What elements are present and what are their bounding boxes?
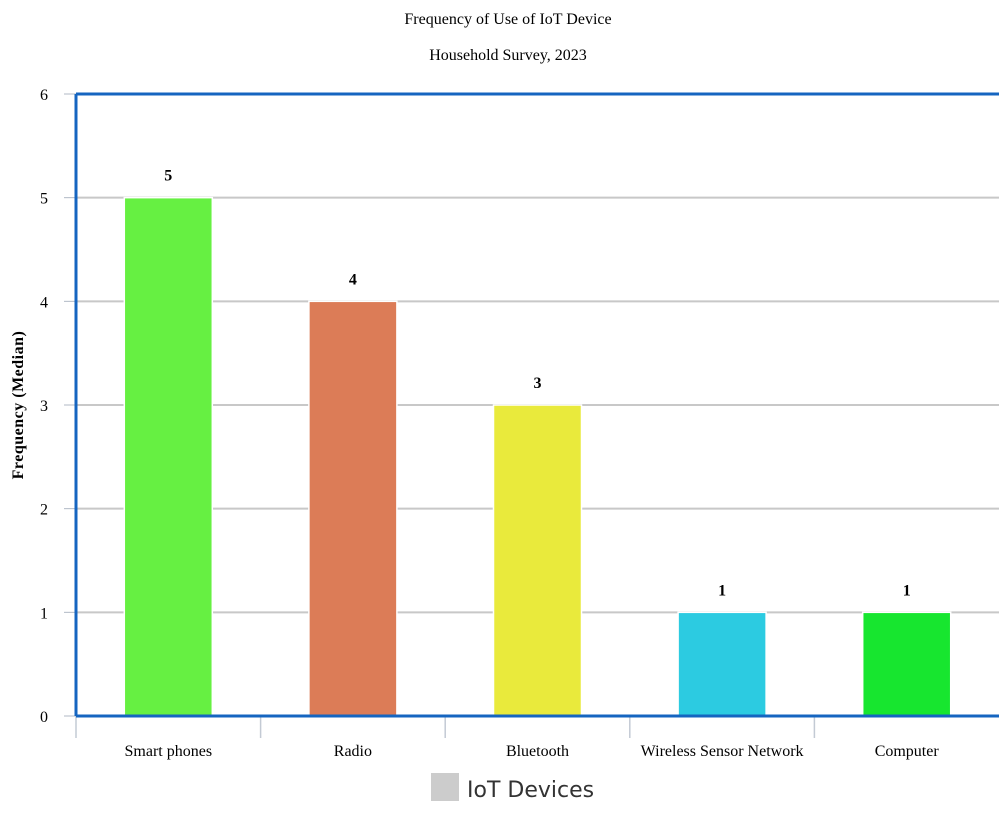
chart-title: Frequency of Use of IoT Device: [404, 11, 611, 28]
legend-label: IoT Devices: [467, 778, 594, 803]
bar-value-label: 3: [534, 375, 542, 392]
bar-value-label: 1: [903, 582, 911, 599]
y-tick-label: 5: [40, 191, 48, 208]
x-tick-label: Wireless Sensor Network: [641, 743, 804, 760]
y-tick-label: 3: [40, 398, 48, 415]
y-axis-label: Frequency (Median): [10, 331, 27, 480]
y-tick-label: 2: [40, 502, 48, 519]
y-tick-label: 1: [40, 605, 48, 622]
bar-value-label: 1: [718, 582, 726, 599]
bar-value-label: 5: [164, 168, 172, 185]
x-tick-label: Bluetooth: [506, 743, 569, 760]
legend[interactable]: IoT Devices: [431, 773, 594, 803]
x-tick-label: Smart phones: [125, 743, 213, 760]
bar: [492, 404, 583, 717]
y-tick-label: 0: [40, 709, 48, 726]
bar: [123, 196, 214, 717]
chart-subtitle: Household Survey, 2023: [429, 47, 587, 64]
bars: [123, 196, 952, 717]
legend-swatch: [431, 773, 459, 801]
y-tick-label: 4: [40, 294, 48, 311]
x-tick-label: Radio: [334, 743, 372, 760]
bar: [677, 611, 767, 717]
x-tick-label: Computer: [875, 743, 940, 760]
bar-value-label: 4: [349, 271, 357, 288]
labels: 0 1 2 3 4 5 6 5 Smart phones 4 Radio 3 Bluetooth 1 Wir…: [40, 87, 939, 760]
bar: [861, 611, 952, 717]
y-tick-label: 6: [40, 87, 48, 104]
axes: [64, 92, 999, 738]
bar: [308, 300, 398, 717]
